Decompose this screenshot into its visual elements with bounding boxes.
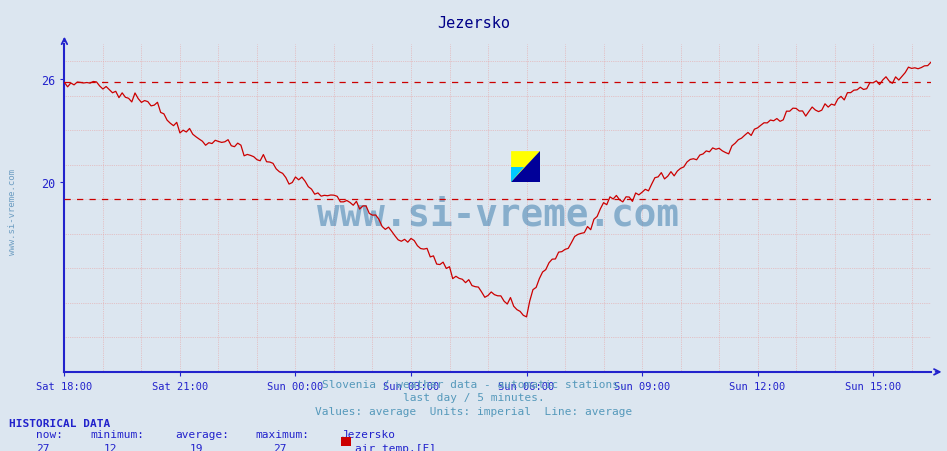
Text: now:: now:	[36, 429, 63, 439]
Text: 19: 19	[189, 443, 203, 451]
Text: Jezersko: Jezersko	[341, 429, 395, 439]
Text: maximum:: maximum:	[256, 429, 310, 439]
Text: 27: 27	[273, 443, 286, 451]
Text: 27: 27	[36, 443, 49, 451]
Text: HISTORICAL DATA: HISTORICAL DATA	[9, 419, 111, 428]
Text: www.si-vreme.com: www.si-vreme.com	[316, 197, 679, 233]
Text: www.si-vreme.com: www.si-vreme.com	[8, 169, 17, 255]
Text: last day / 5 minutes.: last day / 5 minutes.	[402, 392, 545, 402]
Text: air temp.[F]: air temp.[F]	[355, 443, 437, 451]
Text: Slovenia / weather data - automatic stations.: Slovenia / weather data - automatic stat…	[322, 379, 625, 389]
Polygon shape	[511, 152, 540, 183]
Polygon shape	[511, 167, 524, 183]
Text: minimum:: minimum:	[90, 429, 144, 439]
Polygon shape	[511, 152, 540, 183]
Text: average:: average:	[175, 429, 229, 439]
Text: Values: average  Units: imperial  Line: average: Values: average Units: imperial Line: av…	[314, 406, 633, 416]
Text: Jezersko: Jezersko	[437, 16, 510, 31]
Text: 12: 12	[104, 443, 117, 451]
